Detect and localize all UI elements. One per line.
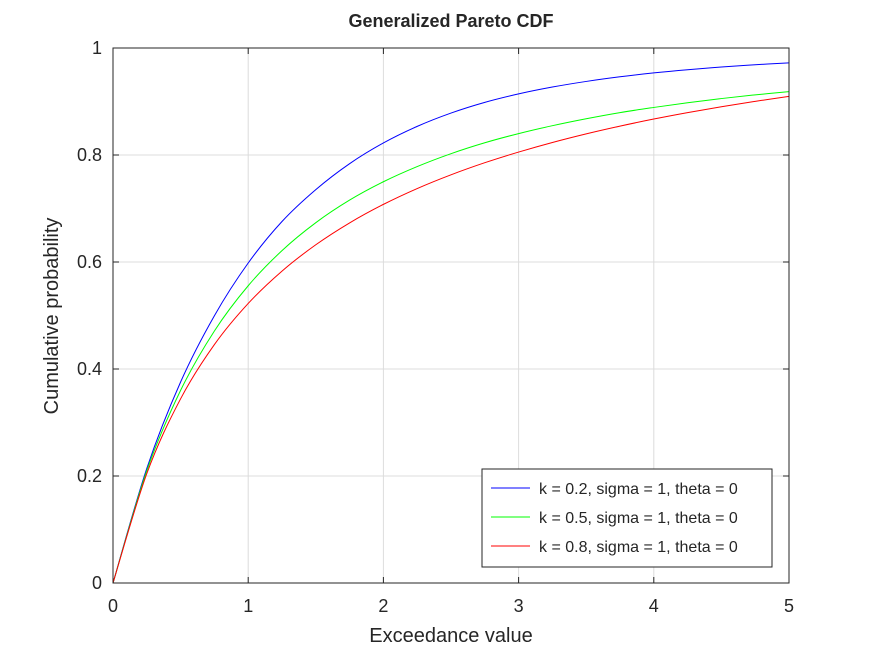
legend-label-3: k = 0.8, sigma = 1, theta = 0 — [539, 539, 738, 556]
series-lines — [112, 62, 790, 584]
plot-frame — [112, 47, 790, 584]
y-tick-label: 0.2 — [77, 466, 102, 486]
legend-box — [481, 468, 773, 568]
x-tick-label: 2 — [378, 596, 388, 616]
x-tick-label: 1 — [243, 596, 253, 616]
x-tick-label: 5 — [784, 596, 794, 616]
y-tick-label: 1 — [92, 38, 102, 58]
legend-label-2: k = 0.5, sigma = 1, theta = 0 — [539, 510, 738, 527]
y-tick-label: 0.8 — [77, 145, 102, 165]
chart-title: Generalized Pareto CDF — [348, 11, 553, 31]
x-axis-label: Exceedance value — [369, 625, 532, 647]
legend: k = 0.2, sigma = 1, theta = 0 k = 0.5, si… — [481, 468, 773, 568]
x-tick-label: 0 — [108, 596, 118, 616]
y-tick-label: 0.4 — [77, 359, 102, 379]
axis-ticks: 0 1 2 3 4 5 0 0.2 0.4 0.6 0.8 1 — [77, 38, 794, 616]
x-tick-label: 4 — [649, 596, 659, 616]
y-tick-label: 0 — [92, 573, 102, 593]
grid — [113, 48, 789, 583]
series-line-1 — [112, 62, 790, 584]
x-tick-label: 3 — [514, 596, 524, 616]
series-line-2 — [112, 91, 790, 584]
y-tick-label: 0.6 — [77, 252, 102, 272]
y-axis-label: Cumulative probability — [41, 218, 63, 415]
series-line-3 — [112, 95, 790, 584]
legend-label-1: k = 0.2, sigma = 1, theta = 0 — [539, 481, 738, 498]
